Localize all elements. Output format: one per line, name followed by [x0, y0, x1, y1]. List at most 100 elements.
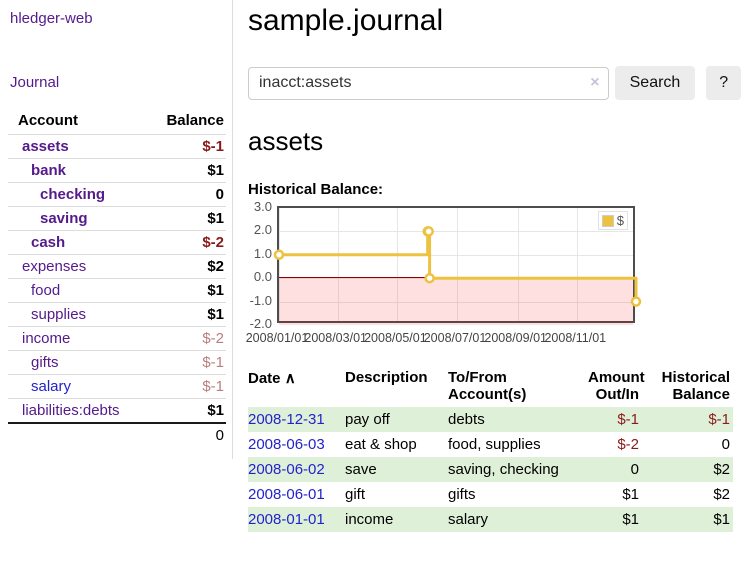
search-input-wrap: × — [248, 66, 609, 100]
sidebar-item-assets[interactable]: assets — [22, 138, 69, 155]
register-description: eat & shop — [345, 436, 417, 453]
account-row: food $1 — [8, 278, 226, 303]
gridline — [517, 208, 519, 321]
sidebar-item-food[interactable]: food — [31, 282, 61, 299]
register-date-link[interactable]: 2008-12-31 — [248, 411, 325, 428]
account-balance: $-1 — [151, 134, 226, 159]
sidebar-item-supplies[interactable]: supplies — [31, 306, 87, 323]
chart-legend: $ — [597, 211, 628, 230]
register-row: 2008-12-31 pay off debts $-1 $-1 — [248, 407, 733, 432]
register-table: Date ∧ Description To/From Account(s) Am… — [248, 366, 733, 532]
register-balance: $2 — [713, 486, 730, 503]
register-description: gift — [345, 486, 366, 503]
account-row: income $-2 — [8, 326, 226, 351]
gridline — [279, 231, 633, 233]
sidebar-item-income[interactable]: income — [22, 330, 71, 347]
y-axis-label: -1.0 — [249, 292, 272, 308]
register-row: 2008-06-02 save saving, checking 0 $2 — [248, 457, 733, 482]
y-axis-label: 1.0 — [253, 245, 272, 261]
register-header-accounts: To/From Account(s) — [448, 369, 527, 403]
account-row: liabilities:debts $1 — [8, 398, 226, 423]
register-description: pay off — [345, 411, 390, 428]
data-point-marker — [424, 272, 435, 284]
data-point-marker — [273, 249, 285, 261]
data-point-marker — [630, 296, 642, 307]
sidebar-item-cash[interactable]: cash — [31, 234, 66, 251]
account-balance: $1 — [151, 206, 226, 231]
sidebar-item-saving[interactable]: saving — [40, 210, 88, 227]
page-title: sample.journal — [248, 4, 444, 37]
x-axis-label: 2008/05/01 — [364, 331, 427, 345]
account-row: assets $-1 — [8, 134, 226, 159]
register-row: 2008-06-01 gift gifts $1 $2 — [248, 482, 733, 507]
account-row: checking 0 — [8, 182, 226, 207]
gridline — [337, 208, 339, 321]
register-header-description: Description — [345, 369, 428, 386]
register-amount: $1 — [622, 486, 639, 503]
account-balance: $-1 — [151, 350, 226, 375]
main-content: sample.journal × Search ? assets Histori… — [233, 0, 741, 552]
negative-region — [279, 278, 633, 325]
account-row: supplies $1 — [8, 302, 226, 327]
sidebar-item-gifts[interactable]: gifts — [31, 354, 59, 371]
sidebar-item-salary[interactable]: salary — [31, 378, 72, 395]
data-point-marker — [423, 226, 434, 237]
gridline — [279, 254, 633, 256]
historical-balance-chart: 3.0 2.0 1.0 0.0 -1.0 -2.0 $2008/01/01 2008/03/0… — [246, 199, 668, 348]
account-row: saving $1 — [8, 206, 226, 231]
legend-label: $ — [616, 213, 624, 228]
register-date-link[interactable]: 2008-06-01 — [248, 486, 325, 503]
sidebar-item-liabilities-debts[interactable]: liabilities:debts — [22, 402, 120, 419]
x-axis-label: 2008/03/01 — [304, 331, 367, 345]
accounts-total: 0 — [8, 422, 226, 447]
account-balance: $-2 — [151, 230, 226, 255]
gridline — [279, 208, 280, 321]
app-title-link[interactable]: hledger-web — [10, 10, 93, 27]
chart-line — [279, 229, 638, 302]
y-axis-label: 3.0 — [253, 199, 272, 214]
gridline — [577, 208, 579, 321]
account-heading: assets — [248, 126, 324, 156]
accounts-header-account: Account — [18, 112, 78, 129]
chart-plot-area: $ — [273, 206, 642, 325]
help-button[interactable]: ? — [706, 66, 741, 100]
account-row: gifts $-1 — [8, 350, 226, 375]
register-header-row: Date ∧ Description To/From Account(s) Am… — [248, 366, 733, 407]
account-balance: 0 — [151, 182, 226, 207]
account-balance: $1 — [151, 158, 226, 183]
register-date-link[interactable]: 2008-06-03 — [248, 436, 325, 453]
register-amount: 0 — [630, 461, 639, 478]
register-header-date[interactable]: Date ∧ — [248, 370, 296, 387]
search-input[interactable] — [248, 66, 609, 100]
account-balance: $-1 — [151, 374, 226, 399]
register-date-link[interactable]: 2008-06-02 — [248, 461, 325, 478]
register-accounts: gifts — [448, 486, 476, 503]
register-row: 2008-01-01 income salary $1 $1 — [248, 507, 733, 532]
search-button[interactable]: Search — [614, 66, 696, 100]
register-balance: $-1 — [708, 411, 730, 428]
register-amount: $-1 — [617, 411, 639, 428]
accounts-table: Account Balance assets $-1 bank $1 checking 0… — [8, 108, 226, 447]
sidebar-item-bank[interactable]: bank — [31, 162, 67, 179]
register-balance: 0 — [721, 436, 730, 453]
sidebar-item-checking[interactable]: checking — [40, 186, 106, 203]
gridline — [279, 301, 633, 303]
account-row: bank $1 — [8, 158, 226, 183]
accounts-header-row: Account Balance — [8, 108, 226, 135]
account-balance: $2 — [151, 254, 226, 279]
sidebar-nav: Journal — [10, 74, 232, 91]
register-balance: $2 — [713, 461, 730, 478]
journal-link[interactable]: Journal — [10, 74, 60, 91]
legend-swatch-icon — [601, 214, 614, 227]
register-header-amount: Amount Out/In — [588, 369, 645, 403]
register-accounts: debts — [448, 411, 485, 428]
x-axis-label: 2008/09/01 — [484, 331, 547, 345]
accounts-total-row: 0 — [8, 422, 226, 447]
register-date-link[interactable]: 2008-01-01 — [248, 511, 325, 528]
register-amount: $-2 — [617, 436, 639, 453]
accounts-header-balance: Balance — [166, 112, 224, 129]
register-description: income — [345, 511, 394, 528]
x-axis: 2008/01/01 2008/03/01 2008/05/01 2008/07/01… — [246, 331, 635, 347]
clear-search-icon[interactable]: × — [590, 73, 600, 91]
sidebar-item-expenses[interactable]: expenses — [22, 258, 87, 275]
